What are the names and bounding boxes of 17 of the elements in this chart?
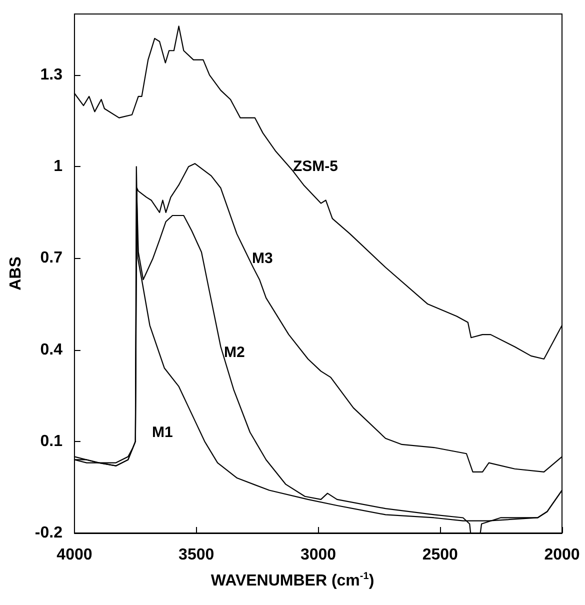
y-tick-label: 0.7 [40,250,63,267]
series-label: M2 [224,344,245,361]
series-label: M3 [252,250,273,267]
y-tick-label: -0.2 [34,524,63,542]
y-axis-title: ABS [8,256,24,290]
x-tick-label: 4000 [56,546,92,564]
series-label: ZSM-5 [293,158,338,175]
x-tick-label: 3000 [300,546,336,564]
series-label: M1 [152,424,173,441]
x-tick-label: 2500 [422,546,458,564]
y-tick-label: 1 [54,158,63,176]
x-tick-label: 3500 [178,546,214,564]
y-tick-label: 0.4 [40,341,63,358]
y-tick-label: 0.1 [40,432,63,450]
x-tick-label: 2000 [544,546,580,564]
x-axis-title: WAVENUMBER (cm$^{-1}$) [210,571,376,590]
y-tick-label: 1.3 [40,66,63,84]
